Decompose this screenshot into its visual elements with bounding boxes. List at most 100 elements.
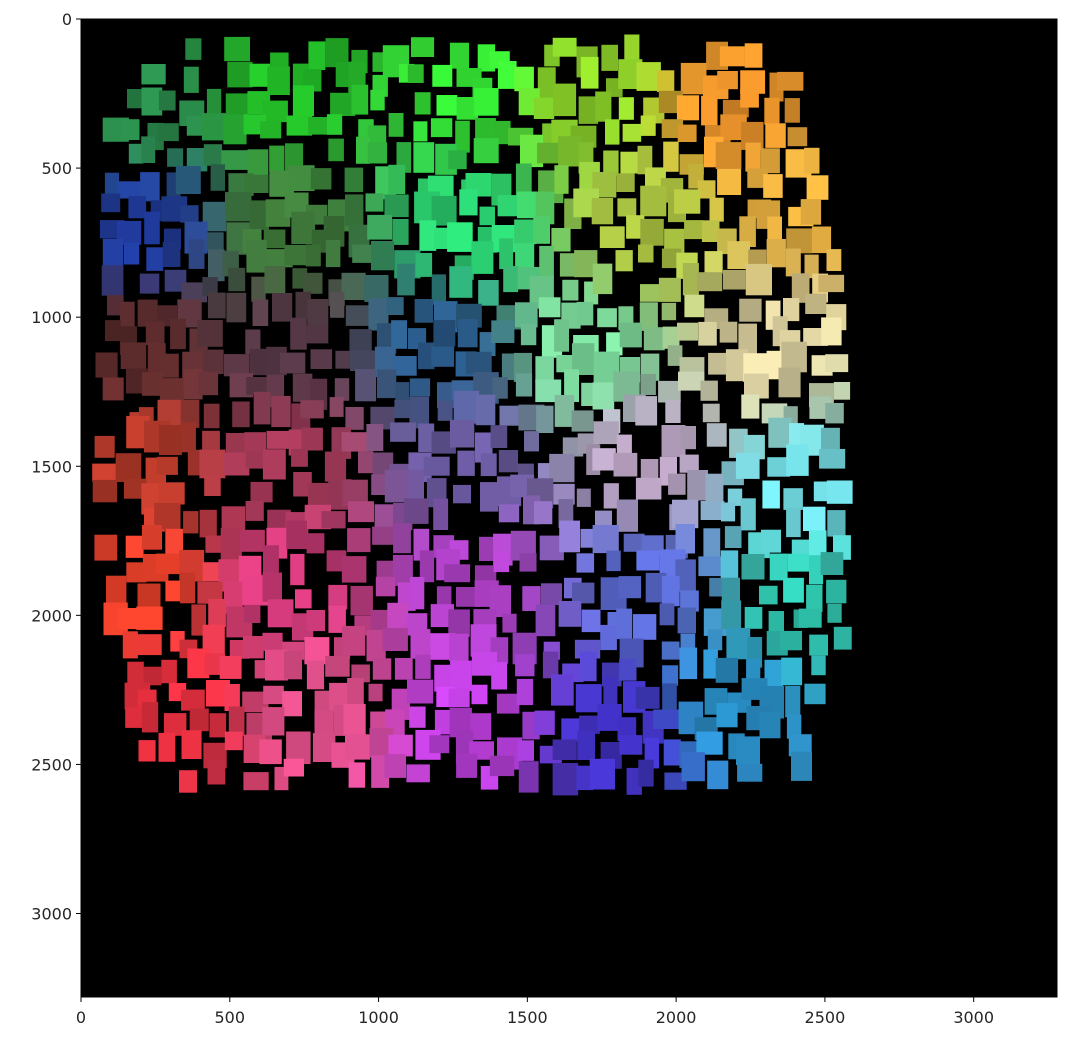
mosaic-tile bbox=[223, 581, 243, 614]
mosaic-tile bbox=[554, 319, 569, 352]
mosaic-tile bbox=[102, 377, 124, 401]
mosaic-tile bbox=[514, 219, 537, 245]
mosaic-tile bbox=[419, 550, 435, 583]
mosaic-tile bbox=[791, 751, 812, 781]
mosaic-tile bbox=[418, 342, 435, 370]
mosaic-tile bbox=[745, 142, 761, 172]
mosaic-tile bbox=[592, 382, 615, 410]
mosaic-tile bbox=[497, 61, 517, 89]
mosaic-tile bbox=[220, 527, 242, 561]
mosaic-tile bbox=[393, 356, 417, 376]
mosaic-tile bbox=[603, 150, 619, 176]
mosaic-tile bbox=[804, 254, 819, 279]
mosaic-layer bbox=[92, 34, 853, 796]
mosaic-tile bbox=[679, 647, 698, 680]
mosaic-tile bbox=[181, 730, 202, 759]
y-tick-label: 2000 bbox=[31, 606, 72, 625]
mosaic-tile bbox=[263, 545, 279, 578]
mosaic-tile bbox=[411, 37, 435, 57]
mosaic-tile bbox=[306, 533, 325, 554]
mosaic-tile bbox=[820, 552, 844, 575]
mosaic-tile bbox=[556, 355, 576, 373]
mosaic-tile bbox=[640, 115, 656, 136]
mosaic-tile bbox=[809, 634, 828, 656]
x-tick-label: 1000 bbox=[358, 1008, 399, 1027]
mosaic-tile bbox=[264, 266, 286, 294]
mosaic-tile bbox=[107, 295, 124, 316]
mosaic-tile bbox=[719, 321, 738, 343]
mosaic-tile bbox=[727, 488, 743, 506]
mosaic-tile bbox=[800, 199, 822, 225]
mosaic-tile bbox=[740, 89, 759, 108]
mosaic-tile bbox=[433, 320, 456, 347]
mosaic-tile bbox=[491, 320, 515, 343]
mosaic-tile bbox=[350, 350, 376, 371]
mosaic-tile bbox=[661, 575, 680, 607]
mosaic-tile bbox=[415, 654, 431, 679]
mosaic-tile bbox=[744, 43, 763, 68]
mosaic-tile bbox=[716, 703, 738, 728]
mosaic-tile bbox=[778, 367, 801, 398]
mosaic-tile bbox=[702, 403, 720, 423]
mosaic-tile bbox=[552, 37, 577, 57]
mosaic-tile bbox=[471, 241, 494, 274]
mosaic-tile bbox=[394, 399, 412, 419]
mosaic-tile bbox=[619, 322, 642, 348]
mosaic-tile bbox=[335, 62, 351, 88]
mosaic-tile bbox=[449, 633, 469, 662]
mosaic-tile bbox=[141, 372, 164, 396]
mosaic-tile bbox=[165, 528, 184, 556]
mosaic-tile bbox=[721, 577, 740, 608]
mosaic-tile bbox=[372, 526, 397, 545]
mosaic-tile bbox=[355, 369, 377, 402]
mosaic-tile bbox=[833, 382, 851, 400]
mosaic-tile bbox=[664, 228, 685, 255]
mosaic-tile bbox=[126, 562, 147, 583]
mosaic-tile bbox=[159, 425, 182, 456]
mosaic-tile bbox=[601, 44, 618, 71]
mosaic-tile bbox=[763, 174, 783, 198]
mosaic-tile bbox=[489, 755, 515, 777]
mosaic-tile bbox=[708, 352, 729, 375]
mosaic-tile bbox=[312, 733, 336, 762]
mosaic-tile bbox=[306, 325, 329, 344]
mosaic-tile bbox=[764, 97, 780, 125]
mosaic-tile bbox=[533, 501, 553, 525]
mosaic-tile bbox=[697, 180, 716, 199]
mosaic-tile bbox=[737, 763, 763, 782]
mosaic-tile bbox=[616, 608, 633, 640]
mosaic-tile bbox=[92, 479, 118, 503]
mosaic-tile bbox=[341, 556, 367, 583]
mosaic-tile bbox=[292, 85, 314, 117]
mosaic-tile bbox=[433, 498, 449, 530]
mosaic-tile bbox=[414, 92, 431, 115]
mosaic-tile bbox=[325, 240, 341, 268]
mosaic-tile bbox=[517, 740, 534, 761]
mosaic-tile bbox=[244, 174, 269, 193]
mosaic-tile bbox=[709, 197, 724, 222]
mosaic-tile bbox=[739, 298, 762, 322]
mosaic-tile bbox=[262, 449, 286, 480]
mosaic-tile bbox=[637, 145, 653, 175]
mosaic-tile bbox=[520, 324, 537, 346]
mosaic-tile bbox=[656, 70, 675, 92]
mosaic-tile bbox=[447, 222, 473, 252]
mosaic-tile bbox=[499, 405, 522, 426]
mosaic-tile bbox=[245, 501, 264, 521]
mosaic-tile bbox=[470, 713, 492, 740]
mosaic-tile bbox=[291, 211, 316, 244]
mosaic-tile bbox=[351, 84, 369, 115]
mosaic-tile bbox=[480, 453, 497, 477]
mosaic-tile bbox=[696, 272, 723, 292]
mosaic-tile bbox=[706, 423, 727, 447]
mosaic-tile bbox=[101, 193, 121, 213]
mosaic-tile bbox=[798, 608, 822, 628]
mosaic-tile bbox=[700, 501, 725, 520]
y-tick-label: 2500 bbox=[31, 755, 72, 774]
mosaic-tile bbox=[181, 422, 196, 453]
mosaic-tile bbox=[407, 679, 434, 704]
mosaic-tile bbox=[449, 266, 473, 298]
mosaic-tile bbox=[197, 320, 223, 347]
mosaic-tile bbox=[330, 292, 345, 318]
mosaic-tile bbox=[677, 124, 697, 142]
